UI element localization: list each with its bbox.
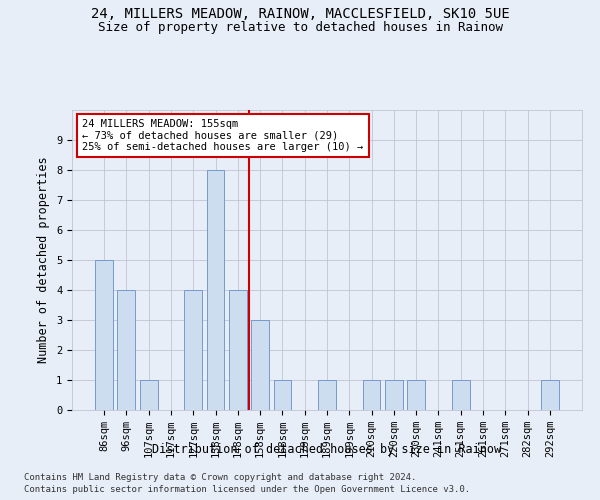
Text: Distribution of detached houses by size in Rainow: Distribution of detached houses by size … <box>152 442 502 456</box>
Bar <box>318 380 336 410</box>
Bar <box>385 380 403 410</box>
Bar <box>407 380 425 410</box>
Bar <box>452 380 470 410</box>
Text: 24 MILLERS MEADOW: 155sqm
← 73% of detached houses are smaller (29)
25% of semi-: 24 MILLERS MEADOW: 155sqm ← 73% of detac… <box>82 119 364 152</box>
Bar <box>251 320 269 410</box>
Bar <box>184 290 202 410</box>
Bar <box>140 380 158 410</box>
Text: Contains HM Land Registry data © Crown copyright and database right 2024.: Contains HM Land Registry data © Crown c… <box>24 472 416 482</box>
Text: Contains public sector information licensed under the Open Government Licence v3: Contains public sector information licen… <box>24 485 470 494</box>
Bar <box>274 380 292 410</box>
Bar <box>118 290 136 410</box>
Text: Size of property relative to detached houses in Rainow: Size of property relative to detached ho… <box>97 21 503 34</box>
Bar <box>95 260 113 410</box>
Bar <box>206 170 224 410</box>
Y-axis label: Number of detached properties: Number of detached properties <box>37 156 50 364</box>
Text: 24, MILLERS MEADOW, RAINOW, MACCLESFIELD, SK10 5UE: 24, MILLERS MEADOW, RAINOW, MACCLESFIELD… <box>91 8 509 22</box>
Bar <box>229 290 247 410</box>
Bar <box>541 380 559 410</box>
Bar <box>362 380 380 410</box>
